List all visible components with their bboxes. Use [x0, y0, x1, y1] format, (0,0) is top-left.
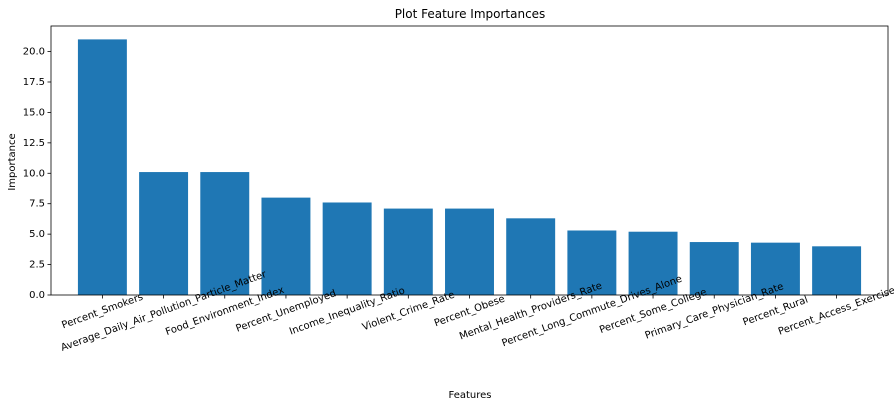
bar-Food_Environment_Index — [200, 172, 250, 295]
y-tick-label: 12.5 — [23, 138, 45, 149]
y-tick-label: 5.0 — [29, 229, 45, 240]
chart-title: Plot Feature Importances — [395, 7, 546, 21]
y-tick-label: 20.0 — [23, 47, 45, 58]
bar-Percent_Access_Exercise — [812, 246, 862, 295]
bar-Income_Inequality_Ratio — [322, 202, 372, 295]
bar-Percent_Some_College — [628, 231, 678, 295]
bar-Primary_Care_Physician_Rate — [689, 242, 739, 295]
x-axis-title: Features — [449, 390, 492, 401]
y-tick-label: 7.5 — [29, 199, 45, 210]
bar-Mental_Health_Providers_Rate — [506, 218, 556, 295]
plot-frame — [50, 25, 889, 296]
bar-Violent_Crime_Rate — [383, 208, 433, 295]
bar-Percent_Unemployed — [261, 197, 311, 295]
y-tick-label: 15.0 — [23, 107, 45, 118]
bars-group — [77, 39, 862, 295]
y-tick-label: 2.5 — [29, 260, 45, 271]
bar-Percent_Obese — [445, 208, 494, 295]
y-tick-label: 0.0 — [29, 290, 45, 301]
y-axis-title: Importance — [7, 133, 18, 190]
bar-Percent_Rural — [750, 242, 800, 295]
y-tick-label: 10.0 — [23, 168, 45, 179]
bar-Percent_Long_Commute_Drives_Alone — [567, 230, 617, 295]
y-axis: 0.0 2.5 5.0 7.5 10.0 12.5 15.0 17.5 20.0 — [23, 47, 51, 301]
bar-Percent_Smokers — [77, 39, 127, 295]
bar-Average_Daily_Air_Pollution_Particle_Matter — [139, 172, 189, 295]
y-tick-label: 17.5 — [23, 77, 45, 88]
